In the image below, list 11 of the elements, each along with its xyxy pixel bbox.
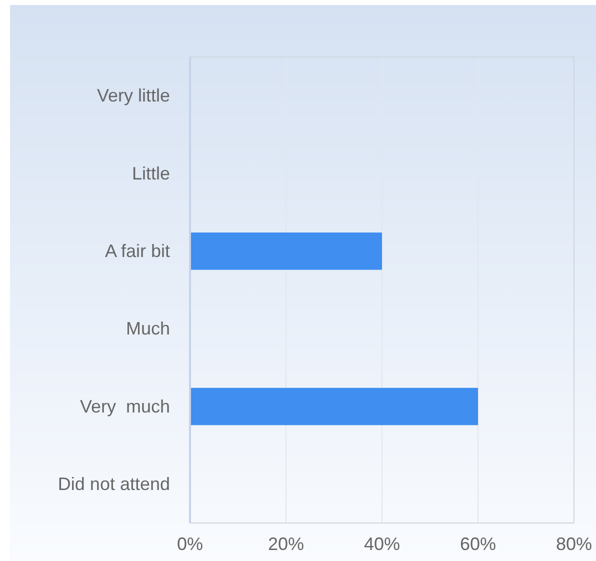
y-tick-label: Much [126,318,170,339]
y-tick-label: Little [132,163,170,184]
x-tick-label: 80% [556,534,592,554]
y-tick-label: Very little [96,86,170,106]
x-tick-label: 60% [460,534,496,554]
y-tick-label: Very much [80,396,170,416]
x-tick-label: 0% [176,534,204,554]
x-tick-label: 20% [268,534,304,554]
y-tick-label: Did not attend [58,474,170,494]
y-tick-label: A fair bit [104,240,170,261]
x-tick-label: 40% [364,534,400,554]
